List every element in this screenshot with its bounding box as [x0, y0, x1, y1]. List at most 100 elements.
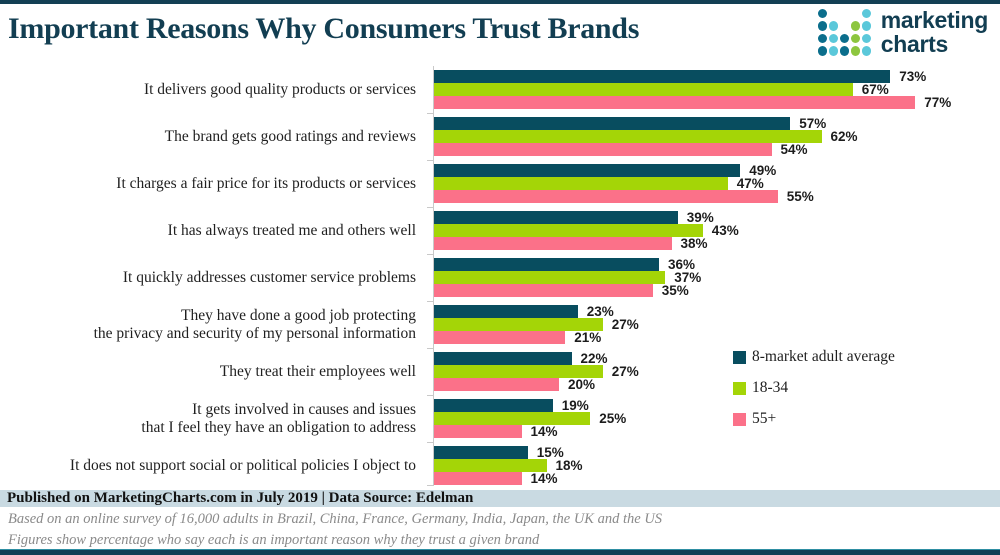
logo-dot-empty — [828, 7, 839, 20]
bar-line: 57% — [434, 116, 1000, 131]
bar-line: 14% — [434, 471, 1000, 486]
value-label: 77% — [924, 95, 952, 110]
value-label: 27% — [611, 364, 639, 379]
value-label: 20% — [568, 377, 596, 392]
legend-label: 8-market adult average — [752, 348, 895, 365]
logo-dot — [861, 8, 872, 18]
bar-line: 73% — [434, 69, 1000, 84]
bar — [434, 96, 916, 109]
bar-line: 21% — [434, 330, 1000, 345]
bar-group: 73% 67% 77% — [434, 69, 1000, 110]
logo-dot — [828, 33, 839, 43]
logo-dot — [828, 21, 839, 31]
legend-swatch — [733, 412, 746, 426]
bar-line: 22% — [434, 351, 1000, 366]
bar — [434, 378, 559, 391]
bar — [434, 318, 603, 331]
bar-line: 36% — [434, 257, 1000, 272]
bar — [434, 365, 603, 378]
axis-tick — [427, 301, 434, 302]
y-axis-line — [433, 66, 434, 486]
logo-dot — [861, 33, 872, 43]
axis-tick — [427, 395, 434, 396]
bar-line: 43% — [434, 223, 1000, 238]
logo-dot-empty — [839, 7, 850, 20]
marketingcharts-logo: marketing charts — [817, 7, 988, 57]
value-label: 25% — [599, 411, 627, 426]
legend-label: 18-34 — [752, 379, 789, 396]
value-label: 55% — [786, 189, 814, 204]
bar — [434, 258, 659, 271]
logo-dot — [850, 46, 861, 56]
logo-dot — [828, 46, 839, 56]
chart-title: Important Reasons Why Consumers Trust Br… — [8, 12, 640, 45]
published-text: Published on MarketingCharts.com in July… — [7, 490, 474, 506]
axis-tick — [427, 442, 434, 443]
bar — [434, 459, 547, 472]
bar — [434, 83, 853, 96]
chart-row: It quickly addresses customer service pr… — [0, 257, 1000, 298]
bar — [434, 352, 572, 365]
axis-tick — [427, 113, 434, 114]
bar — [434, 331, 566, 344]
axis-tick — [427, 348, 434, 349]
value-label: 73% — [899, 69, 927, 84]
value-label: 21% — [574, 330, 602, 345]
logo-dot-empty — [850, 7, 861, 20]
value-label: 15% — [536, 445, 564, 460]
logo-dot-empty — [839, 20, 850, 33]
value-label: 54% — [780, 142, 808, 157]
bar-chart: It delivers good quality products or ser… — [0, 64, 1000, 494]
logo-dot — [850, 21, 861, 31]
bar-group: 15% 18% 14% — [434, 445, 1000, 486]
bar-group: 22% 27% 20% — [434, 351, 1000, 392]
value-label: 14% — [530, 471, 558, 486]
chart-row: The brand gets good ratings and reviews 5… — [0, 116, 1000, 157]
bar-line: 49% — [434, 163, 1000, 178]
bar-line: 19% — [434, 398, 1000, 413]
bar-group: 19% 25% 14% — [434, 398, 1000, 439]
legend-swatch — [733, 350, 746, 364]
bar — [434, 472, 522, 485]
bar — [434, 70, 891, 83]
bar — [434, 164, 741, 177]
legend-swatch — [733, 381, 746, 395]
bar — [434, 412, 591, 425]
bar — [434, 143, 772, 156]
logo-dot — [850, 33, 861, 43]
bar-line: 38% — [434, 236, 1000, 251]
bar — [434, 284, 653, 297]
category-label: It gets involved in causes and issues th… — [141, 400, 416, 436]
bar-group: 36% 37% 35% — [434, 257, 1000, 298]
marketingcharts-dots-icon — [817, 7, 872, 57]
bar-line: 14% — [434, 424, 1000, 439]
axis-tick — [427, 485, 434, 486]
category-label: It charges a fair price for its products… — [116, 174, 416, 192]
logo-dot — [861, 21, 872, 31]
value-label: 27% — [611, 317, 639, 332]
legend: 8-market adult average 18-34 55+ — [733, 348, 895, 441]
bar-line: 25% — [434, 411, 1000, 426]
bar — [434, 446, 528, 459]
chart-row: It does not support social or political … — [0, 445, 1000, 486]
bar — [434, 237, 672, 250]
bar-line: 27% — [434, 364, 1000, 379]
bar — [434, 224, 703, 237]
axis-tick — [427, 160, 434, 161]
marketingcharts-logo-text: marketing charts — [881, 8, 989, 56]
bar — [434, 130, 822, 143]
bar-line: 18% — [434, 458, 1000, 473]
category-label: The brand gets good ratings and reviews — [164, 127, 416, 145]
bar-line: 27% — [434, 317, 1000, 332]
legend-item: 55+ — [733, 410, 895, 428]
bar — [434, 305, 578, 318]
bar-line: 55% — [434, 189, 1000, 204]
value-label: 18% — [555, 458, 583, 473]
bottom-border — [0, 549, 1000, 555]
bar-line: 54% — [434, 142, 1000, 157]
logo-dot — [817, 46, 828, 56]
chart-row: It charges a fair price for its products… — [0, 163, 1000, 204]
value-label: 62% — [830, 129, 858, 144]
value-label: 19% — [561, 398, 589, 413]
bar-group: 57% 62% 54% — [434, 116, 1000, 157]
